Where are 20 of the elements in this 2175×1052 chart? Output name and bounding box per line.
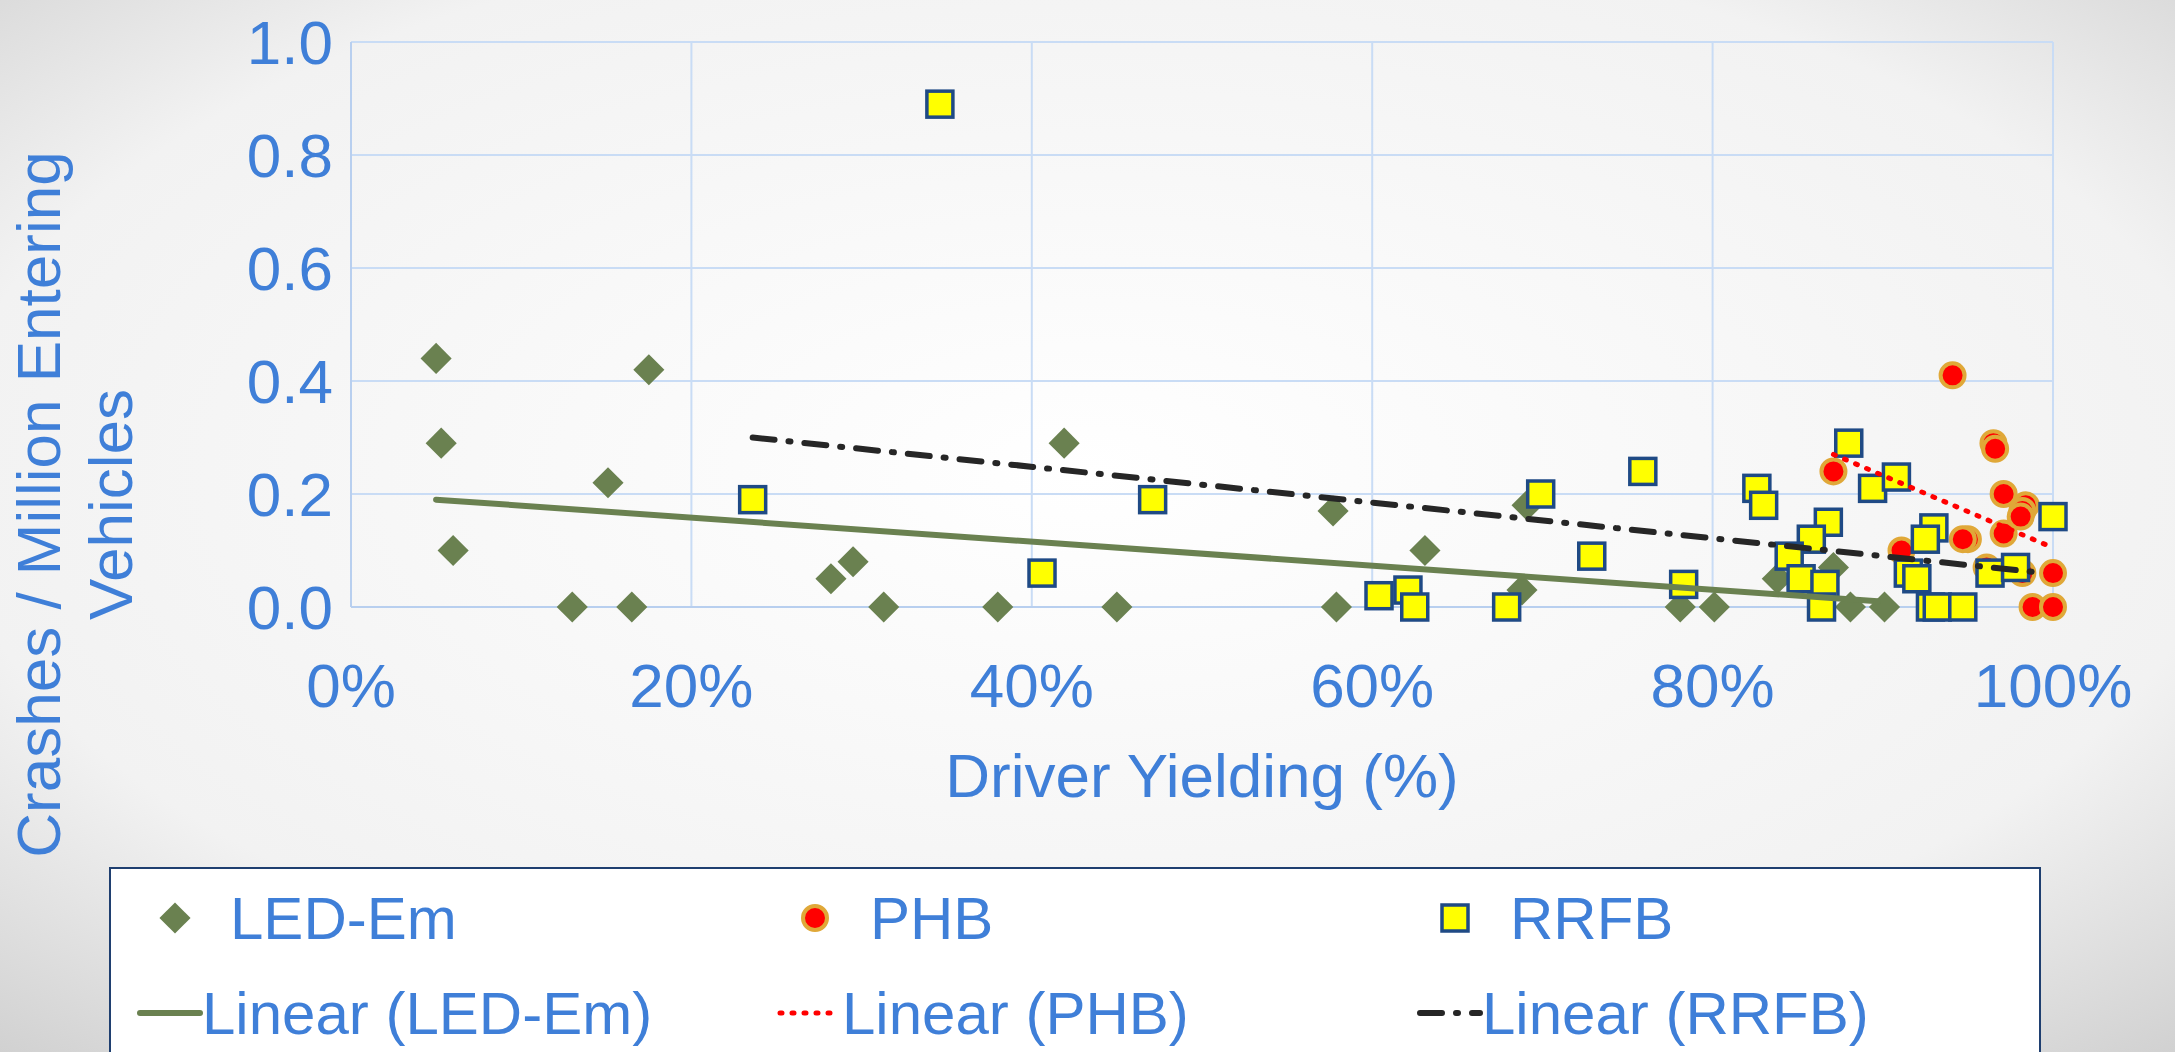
x-tick-label: 20% xyxy=(629,651,754,720)
y-tick-label: 0.2 xyxy=(246,459,333,529)
legend-label: Linear (LED-Em) xyxy=(202,980,653,1047)
y-tick-label: 0.4 xyxy=(246,346,333,416)
x-tick-label: 40% xyxy=(969,651,1094,720)
y-axis-title: Crashes / Million Entering Vehicles xyxy=(4,151,145,858)
legend-label: RRFB xyxy=(1510,885,1674,952)
y-tick-label: 0.8 xyxy=(246,120,333,190)
x-tick-label: 80% xyxy=(1650,651,1775,720)
legend-label: Linear (PHB) xyxy=(842,980,1189,1047)
y-tick-label: 0.6 xyxy=(246,233,333,303)
y-tick-label: 0.0 xyxy=(246,572,333,642)
x-tick-label: 100% xyxy=(1973,651,2133,720)
legend-label: PHB xyxy=(870,885,994,952)
legend-label: Linear (RRFB) xyxy=(1482,980,1869,1047)
y-tick-label: 1.0 xyxy=(246,7,333,77)
x-axis-title: Driver Yielding (%) xyxy=(945,741,1459,810)
legend-label: LED-Em xyxy=(230,885,457,952)
x-tick-label: 60% xyxy=(1310,651,1435,720)
x-tick-label: 0% xyxy=(306,651,396,720)
